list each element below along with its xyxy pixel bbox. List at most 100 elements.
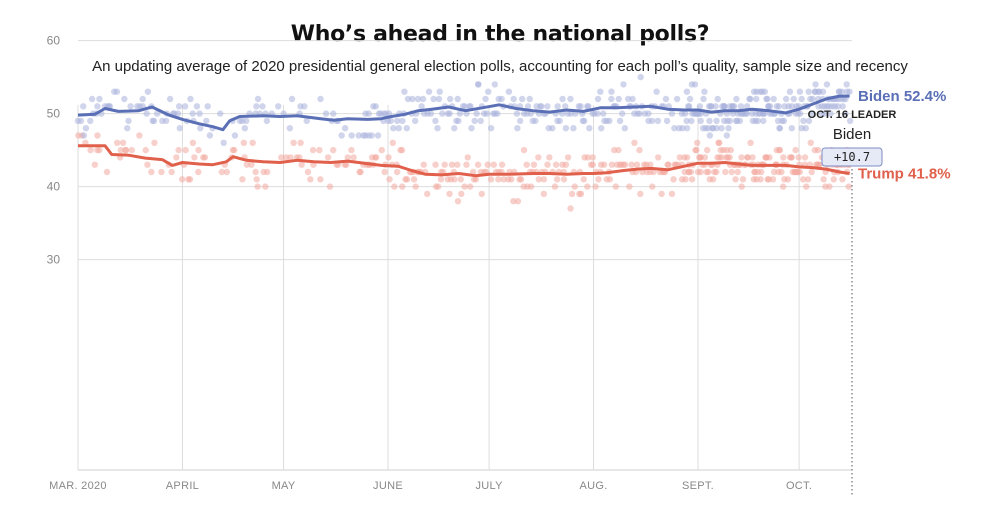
- poll-dot: [535, 154, 542, 161]
- poll-dot: [838, 88, 846, 95]
- poll-dot: [151, 139, 158, 146]
- poll-dot: [845, 183, 852, 190]
- poll-dot: [393, 168, 401, 176]
- poll-dot: [500, 176, 507, 183]
- poll-dot: [683, 117, 690, 125]
- poll-dot: [439, 110, 446, 117]
- poll-dot: [544, 103, 551, 110]
- poll-dot: [153, 110, 161, 117]
- poll-dot: [478, 190, 485, 198]
- grid-layer: [77, 40, 852, 471]
- poll-dot: [685, 103, 693, 110]
- poll-dot: [483, 110, 491, 117]
- poll-dot: [365, 110, 372, 117]
- trump-end-label: Trump 41.8%: [858, 165, 951, 182]
- poll-dot: [298, 161, 305, 168]
- poll-dot: [474, 161, 482, 168]
- poll-dot: [414, 95, 422, 103]
- poll-dot: [726, 117, 734, 125]
- poll-dot: [150, 117, 158, 125]
- poll-dot: [403, 176, 411, 183]
- poll-dot: [240, 139, 247, 146]
- poll-dot: [782, 95, 790, 103]
- poll-dot: [469, 168, 477, 176]
- poll-dot: [517, 176, 525, 183]
- poll-dot: [148, 168, 155, 176]
- poll-dot: [461, 183, 468, 190]
- poll-dot: [441, 161, 448, 168]
- poll-dot: [142, 146, 149, 154]
- poll-dot: [812, 81, 819, 88]
- poll-dot: [700, 95, 707, 103]
- poll-dot: [538, 103, 545, 110]
- poll-dot: [307, 176, 314, 183]
- poll-dot: [128, 146, 135, 154]
- poll-dot: [662, 95, 670, 103]
- poll-dot: [287, 154, 294, 161]
- poll-dot: [263, 117, 271, 125]
- poll-dot: [434, 183, 442, 190]
- poll-dot: [454, 198, 462, 205]
- poll-dot: [801, 154, 809, 161]
- poll-dot: [494, 110, 501, 117]
- poll-dot: [631, 139, 638, 146]
- poll-dot: [647, 161, 654, 168]
- poll-dot: [432, 117, 439, 125]
- poll-dot: [182, 146, 189, 154]
- poll-dot: [721, 103, 728, 110]
- poll-dot: [568, 190, 576, 198]
- poll-dot: [592, 183, 599, 190]
- chart-title: Who’s ahead in the national polls?: [290, 22, 710, 47]
- poll-dot: [524, 103, 532, 110]
- poll-dot: [454, 95, 461, 103]
- poll-dot: [288, 95, 296, 103]
- poll-dot: [670, 176, 677, 183]
- poll-dot: [456, 110, 464, 117]
- poll-dot: [286, 125, 294, 132]
- poll-dot: [676, 154, 684, 161]
- poll-dot: [693, 139, 701, 146]
- poll-dot: [808, 168, 815, 176]
- poll-dot: [348, 146, 355, 154]
- poll-dot: [189, 110, 196, 117]
- poll-dot: [355, 132, 362, 139]
- poll-dot: [645, 110, 652, 117]
- poll-dot: [701, 88, 708, 95]
- poll-dot: [726, 154, 733, 161]
- poll-dot: [636, 146, 643, 154]
- poll-dot: [523, 161, 530, 168]
- poll-dot: [217, 110, 224, 117]
- poll-dot: [178, 176, 186, 183]
- x-tick-label: SEPT.: [682, 480, 714, 492]
- poll-dot: [181, 103, 189, 110]
- poll-dot: [747, 139, 754, 146]
- poll-dot: [482, 95, 489, 103]
- poll-dot: [195, 146, 202, 154]
- x-tick-label: JULY: [475, 480, 503, 492]
- poll-dot: [743, 110, 750, 117]
- poll-dot: [770, 95, 777, 103]
- poll-dot: [239, 176, 246, 183]
- poll-dot: [301, 103, 308, 110]
- poll-dot: [191, 154, 198, 161]
- poll-dot: [846, 88, 853, 95]
- poll-dot: [477, 117, 484, 125]
- poll-dot: [241, 125, 249, 132]
- poll-dot: [668, 190, 676, 198]
- poll-dot: [516, 117, 524, 125]
- poll-dot: [404, 95, 412, 103]
- poll-dot: [606, 176, 614, 183]
- poll-dot: [514, 125, 521, 132]
- x-tick-label: JUNE: [373, 480, 403, 492]
- poll-dot: [608, 161, 616, 168]
- poll-dot: [804, 176, 812, 183]
- poll-dot: [395, 125, 402, 132]
- poll-dot: [119, 139, 127, 146]
- poll-dot: [564, 154, 572, 161]
- poll-dot: [436, 88, 443, 95]
- poll-dot: [821, 110, 828, 117]
- poll-dot: [706, 132, 714, 139]
- poll-dot: [648, 117, 656, 125]
- poll-dot: [254, 183, 261, 190]
- poll-dot: [716, 139, 723, 146]
